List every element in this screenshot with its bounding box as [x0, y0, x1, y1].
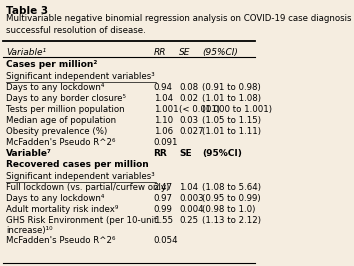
Text: (< 0.001): (< 0.001)	[179, 105, 221, 114]
Text: Table 3: Table 3	[6, 6, 48, 16]
Text: 0.08: 0.08	[179, 83, 198, 92]
Text: McFadden's Pseudo R^2⁶: McFadden's Pseudo R^2⁶	[6, 236, 115, 245]
Text: 0.004: 0.004	[179, 205, 204, 214]
Text: 1.001: 1.001	[154, 105, 178, 114]
Text: Multivariable negative binomial regression analysis on COVID-19 case diagnosis a: Multivariable negative binomial regressi…	[6, 14, 354, 35]
Text: Tests per million population: Tests per million population	[6, 105, 125, 114]
Text: Variable¹: Variable¹	[6, 48, 46, 57]
Text: Significant independent variables³: Significant independent variables³	[6, 72, 155, 81]
Text: 1.04: 1.04	[154, 94, 173, 103]
Text: 0.054: 0.054	[154, 236, 178, 245]
Text: 0.02: 0.02	[179, 94, 198, 103]
Text: 0.25: 0.25	[179, 216, 198, 225]
Text: (95%CI): (95%CI)	[202, 149, 242, 158]
Text: Days to any lockdown⁴: Days to any lockdown⁴	[6, 83, 104, 92]
Text: 0.03: 0.03	[179, 116, 198, 125]
Text: (0.98 to 1.0): (0.98 to 1.0)	[202, 205, 256, 214]
Text: increase)¹⁰: increase)¹⁰	[6, 226, 52, 235]
Text: Significant independent variables³: Significant independent variables³	[6, 172, 155, 181]
Text: 1.10: 1.10	[154, 116, 173, 125]
Text: 0.027: 0.027	[179, 127, 204, 136]
Text: (1.05 to 1.15): (1.05 to 1.15)	[202, 116, 261, 125]
Text: (1.01 to 1.11): (1.01 to 1.11)	[202, 127, 261, 136]
Text: SE: SE	[179, 48, 191, 57]
Text: (0.91 to 0.98): (0.91 to 0.98)	[202, 83, 261, 92]
Text: Cases per million²: Cases per million²	[6, 60, 97, 69]
Text: 0.94: 0.94	[154, 83, 173, 92]
Text: 0.003: 0.003	[179, 194, 204, 203]
Text: 0.99: 0.99	[154, 205, 172, 214]
Text: Variable⁷: Variable⁷	[6, 149, 52, 158]
Text: 1.55: 1.55	[154, 216, 173, 225]
Text: Median age of population: Median age of population	[6, 116, 116, 125]
Text: (1.01 to 1.08): (1.01 to 1.08)	[202, 94, 261, 103]
Text: 2.47: 2.47	[154, 183, 173, 192]
Text: (1.08 to 5.64): (1.08 to 5.64)	[202, 183, 261, 192]
Text: RR: RR	[154, 48, 166, 57]
Text: (1.13 to 2.12): (1.13 to 2.12)	[202, 216, 261, 225]
Text: 0.97: 0.97	[154, 194, 173, 203]
Text: McFadden's Pseudo R^2⁶: McFadden's Pseudo R^2⁶	[6, 138, 115, 147]
Text: Days to any lockdown⁴: Days to any lockdown⁴	[6, 194, 104, 203]
Text: (1.000 to 1.001): (1.000 to 1.001)	[202, 105, 273, 114]
Text: SE: SE	[179, 149, 192, 158]
Text: 1.06: 1.06	[154, 127, 173, 136]
Text: Obesity prevalence (%): Obesity prevalence (%)	[6, 127, 107, 136]
Text: Adult mortality risk index⁹: Adult mortality risk index⁹	[6, 205, 118, 214]
Text: (95%CI): (95%CI)	[202, 48, 238, 57]
Text: 0.091: 0.091	[154, 138, 178, 147]
Text: Full lockdown (vs. partial/curfew only): Full lockdown (vs. partial/curfew only)	[6, 183, 169, 192]
Text: Recovered cases per million: Recovered cases per million	[6, 160, 149, 169]
Text: (0.95 to 0.99): (0.95 to 0.99)	[202, 194, 261, 203]
Text: 1.04: 1.04	[179, 183, 198, 192]
Text: Days to any border closure⁵: Days to any border closure⁵	[6, 94, 126, 103]
Text: RR: RR	[154, 149, 167, 158]
Text: GHS Risk Environment (per 10-unit: GHS Risk Environment (per 10-unit	[6, 216, 157, 225]
